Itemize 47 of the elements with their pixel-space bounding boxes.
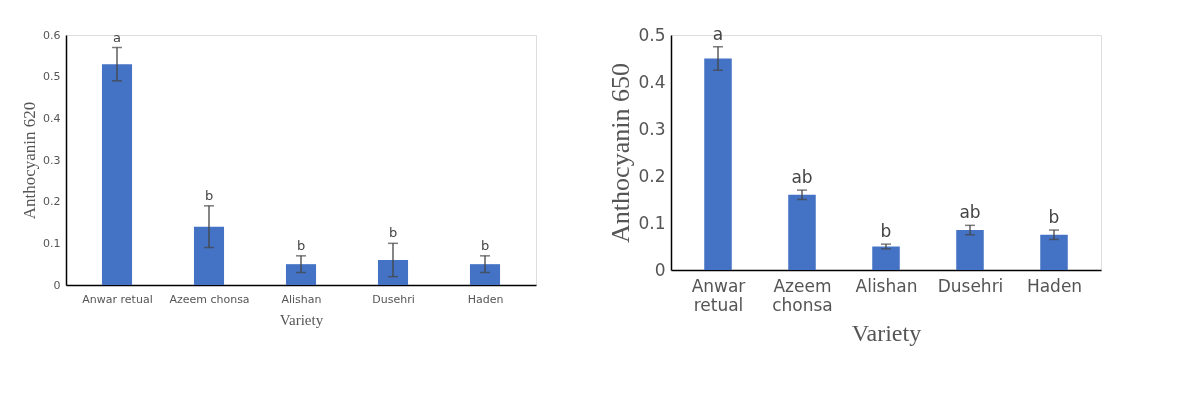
x-tick-label: Haden	[467, 292, 504, 306]
bar	[956, 230, 984, 270]
annotation: b	[388, 225, 398, 241]
y-tick-label: 0.1	[43, 236, 61, 250]
y-tick-label: 0.2	[43, 195, 61, 209]
y-tick-label: 0.2	[638, 165, 666, 186]
annotation: a	[113, 29, 121, 45]
y-tick-label: 0.5	[638, 24, 666, 45]
y-tick-label: 0.3	[638, 118, 666, 139]
y-tick-label: 0.4	[43, 111, 61, 125]
y-tick-label: 0	[53, 278, 61, 292]
x-tick-label: Haden	[1026, 275, 1083, 296]
y-axis-title: Anthocyanin 650	[606, 63, 636, 243]
annotation: a	[712, 23, 724, 44]
annotation: ab	[791, 167, 813, 188]
annotation: b	[296, 237, 306, 253]
y-tick-label: 0.4	[638, 71, 666, 92]
bar	[704, 58, 732, 270]
x-tick-label: Anwar retual	[82, 292, 153, 306]
bar	[377, 260, 409, 285]
annotation: b	[880, 221, 892, 242]
x-tick-label: Alishan	[281, 292, 322, 306]
bar	[285, 264, 317, 285]
annotation: b	[480, 237, 490, 253]
bar	[101, 64, 133, 285]
x-tick-label: Azeem chonsa	[169, 292, 250, 306]
x-tick-label: Anwar retual	[691, 275, 746, 315]
x-tick-label: Dusehri	[372, 292, 415, 306]
annotation: b	[204, 187, 214, 203]
x-tick-label: Dusehri	[937, 275, 1004, 296]
x-axis-title: Variety	[279, 311, 324, 328]
y-tick-label: 0.6	[43, 28, 61, 42]
bar	[788, 194, 816, 270]
annotation: b	[1048, 207, 1060, 228]
bar	[193, 226, 225, 285]
bar	[1040, 234, 1068, 270]
x-tick-label: Azeem chonsa	[772, 275, 833, 315]
y-tick-label: 0.5	[43, 70, 61, 84]
y-tick-label: 0	[654, 259, 666, 280]
x-tick-label: Alishan	[855, 275, 918, 296]
x-axis-title: Variety	[851, 319, 922, 346]
y-tick-label: 0.1	[638, 212, 666, 233]
y-tick-label: 0.3	[43, 153, 61, 167]
annotation: ab	[959, 202, 981, 223]
bar	[469, 264, 501, 285]
bar	[872, 246, 900, 270]
y-axis-title: Anthocyanin 620	[20, 101, 40, 220]
